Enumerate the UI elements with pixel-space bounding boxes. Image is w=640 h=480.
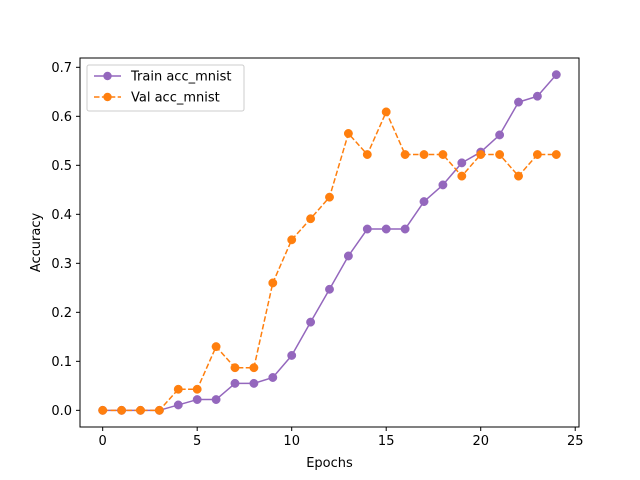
x-axis-title: Epochs (306, 456, 353, 471)
y-tick-label: 0.6 (51, 110, 72, 125)
legend-label-train-acc-mnist: Train acc_mnist (130, 70, 231, 85)
data-point-train-acc-mnist (400, 224, 410, 234)
y-tick-label: 0.3 (51, 257, 72, 272)
data-point-train-acc-mnist (325, 284, 334, 294)
legend-label-val-acc-mnist: Val acc_mnist (131, 91, 220, 106)
data-point-train-acc-mnist (532, 91, 542, 101)
legend-box (86, 64, 245, 112)
data-point-val-acc-mnist (532, 150, 542, 159)
data-point-train-acc-mnist (514, 97, 523, 107)
data-point-val-acc-mnist (438, 150, 448, 159)
data-point-val-acc-mnist (173, 384, 183, 394)
data-point-val-acc-mnist (343, 129, 353, 138)
y-tick-label: 0.1 (51, 355, 72, 370)
data-point-val-acc-mnist (306, 214, 316, 224)
y-tick-label: 0.7 (51, 61, 72, 76)
data-point-val-acc-mnist (325, 192, 334, 202)
legend-marker-train-acc-mnist (103, 71, 112, 81)
plot-frame (79, 57, 580, 428)
data-point-train-acc-mnist (230, 378, 240, 388)
data-point-train-acc-mnist (438, 180, 448, 190)
data-point-train-acc-mnist (268, 373, 278, 382)
data-point-train-acc-mnist (173, 400, 183, 410)
data-point-val-acc-mnist (268, 278, 278, 288)
y-tick-label: 0.2 (51, 306, 72, 321)
data-point-train-acc-mnist (551, 70, 561, 80)
data-point-val-acc-mnist (154, 405, 164, 415)
data-point-val-acc-mnist (514, 171, 523, 181)
series-line-val-acc-mnist (102, 111, 557, 412)
data-point-train-acc-mnist (381, 224, 391, 234)
data-point-val-acc-mnist (117, 405, 127, 415)
data-point-train-acc-mnist (192, 395, 202, 405)
data-point-train-acc-mnist (457, 158, 467, 168)
data-point-val-acc-mnist (249, 363, 259, 373)
data-point-train-acc-mnist (306, 317, 316, 327)
y-tick-label: 0.5 (51, 159, 72, 174)
data-point-val-acc-mnist (495, 150, 505, 159)
data-point-train-acc-mnist (343, 251, 353, 261)
x-tick-label: 10 (283, 434, 300, 449)
x-tick-label: 15 (378, 434, 395, 449)
data-point-val-acc-mnist (419, 150, 429, 159)
data-point-val-acc-mnist (230, 363, 240, 373)
data-point-val-acc-mnist (400, 150, 410, 159)
y-axis-title: Accuracy (29, 213, 44, 273)
data-point-val-acc-mnist (98, 405, 108, 415)
data-point-val-acc-mnist (551, 150, 561, 159)
data-point-train-acc-mnist (362, 224, 372, 234)
data-point-train-acc-mnist (419, 197, 429, 207)
series-line-train-acc-mnist (102, 74, 557, 412)
data-point-train-acc-mnist (249, 378, 259, 388)
data-point-val-acc-mnist (381, 107, 391, 117)
x-tick-label: 0 (99, 434, 107, 449)
data-point-train-acc-mnist (287, 351, 297, 360)
data-point-val-acc-mnist (362, 150, 372, 159)
data-point-val-acc-mnist (192, 384, 202, 394)
x-tick-label: 5 (193, 434, 201, 449)
data-point-train-acc-mnist (211, 395, 221, 405)
data-point-val-acc-mnist (287, 235, 297, 245)
y-tick-label: 0.0 (51, 404, 72, 419)
data-point-val-acc-mnist (211, 342, 221, 352)
data-point-val-acc-mnist (457, 171, 467, 181)
data-point-val-acc-mnist (476, 150, 486, 159)
y-tick-label: 0.4 (51, 208, 72, 223)
legend-marker-val-acc-mnist (103, 92, 112, 102)
x-tick-label: 20 (472, 434, 489, 449)
data-point-train-acc-mnist (495, 130, 505, 140)
data-point-val-acc-mnist (136, 405, 145, 415)
x-tick-label: 25 (567, 434, 584, 449)
